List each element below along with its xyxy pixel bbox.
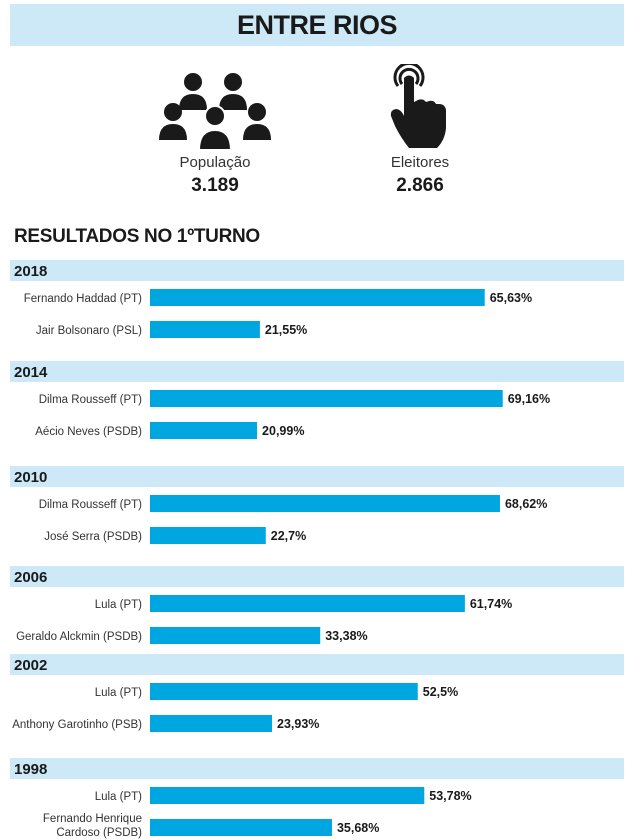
voters-value: 2.866: [396, 175, 444, 196]
value-label: 68,62%: [505, 497, 547, 511]
year-band: [10, 654, 624, 675]
bar: [150, 819, 332, 836]
value-label: 61,74%: [470, 597, 512, 611]
year-band: [10, 361, 624, 382]
finger-tap-icon: [340, 64, 500, 150]
candidate-label: Aécio Neves (PSDB): [35, 426, 142, 438]
bar: [150, 715, 273, 732]
candidate-label: Dilma Rousseff (PT): [39, 499, 142, 511]
people-group-icon: [135, 64, 295, 150]
year-band: [10, 758, 624, 779]
population-value: 3.189: [191, 175, 239, 196]
candidate-label: Lula (PT): [95, 687, 142, 699]
value-label: 20,99%: [262, 424, 304, 438]
title-banner: ENTRE RIOS: [10, 4, 624, 46]
population-stat: População 3.189: [135, 64, 295, 197]
year-label: 2010: [14, 469, 47, 486]
candidate-label: Lula (PT): [95, 791, 142, 803]
candidate-label: Lula (PT): [95, 599, 142, 611]
bar: [150, 595, 465, 612]
bar: [150, 390, 503, 407]
bar: [150, 527, 266, 544]
value-label: 33,38%: [325, 629, 367, 643]
year-band: [10, 466, 624, 487]
value-label: 65,63%: [490, 291, 532, 305]
candidate-label: Anthony Garotinho (PSB): [12, 719, 142, 731]
value-label: 23,93%: [277, 717, 319, 731]
candidate-label: José Serra (PSDB): [44, 531, 142, 543]
value-label: 69,16%: [508, 392, 550, 406]
year-label: 2002: [14, 657, 47, 674]
year-label: 2006: [14, 569, 47, 586]
candidate-label: Jair Bolsonaro (PSL): [36, 325, 142, 337]
year-label: 1998: [14, 761, 47, 778]
population-label: População: [179, 154, 251, 171]
bar: [150, 495, 500, 512]
bar: [150, 321, 260, 338]
value-label: 52,5%: [423, 685, 458, 699]
year-band: [10, 566, 624, 587]
value-label: 21,55%: [265, 323, 307, 337]
value-label: 35,68%: [337, 821, 379, 835]
year-band: [10, 260, 624, 281]
results-section-title: RESULTADOS NO 1ºTURNO: [14, 226, 260, 247]
bar: [150, 422, 258, 439]
bar: [150, 787, 425, 804]
candidate-label: Geraldo Alckmin (PSDB): [16, 631, 142, 643]
candidate-label: Dilma Rousseff (PT): [39, 394, 142, 406]
bar: [150, 289, 485, 306]
year-label: 2018: [14, 263, 47, 280]
bar: [150, 683, 418, 700]
value-label: 53,78%: [429, 789, 471, 803]
voters-stat: Eleitores 2.866: [340, 64, 500, 197]
value-label: 22,7%: [271, 529, 306, 543]
bar: [150, 627, 321, 644]
voters-label: Eleitores: [390, 154, 450, 171]
page-title: ENTRE RIOS: [236, 9, 398, 40]
candidate-label: Fernando Haddad (PT): [24, 293, 142, 305]
year-label: 2014: [14, 364, 48, 381]
candidate-label: Fernando Henrique Cardoso (PSDB): [43, 813, 142, 839]
